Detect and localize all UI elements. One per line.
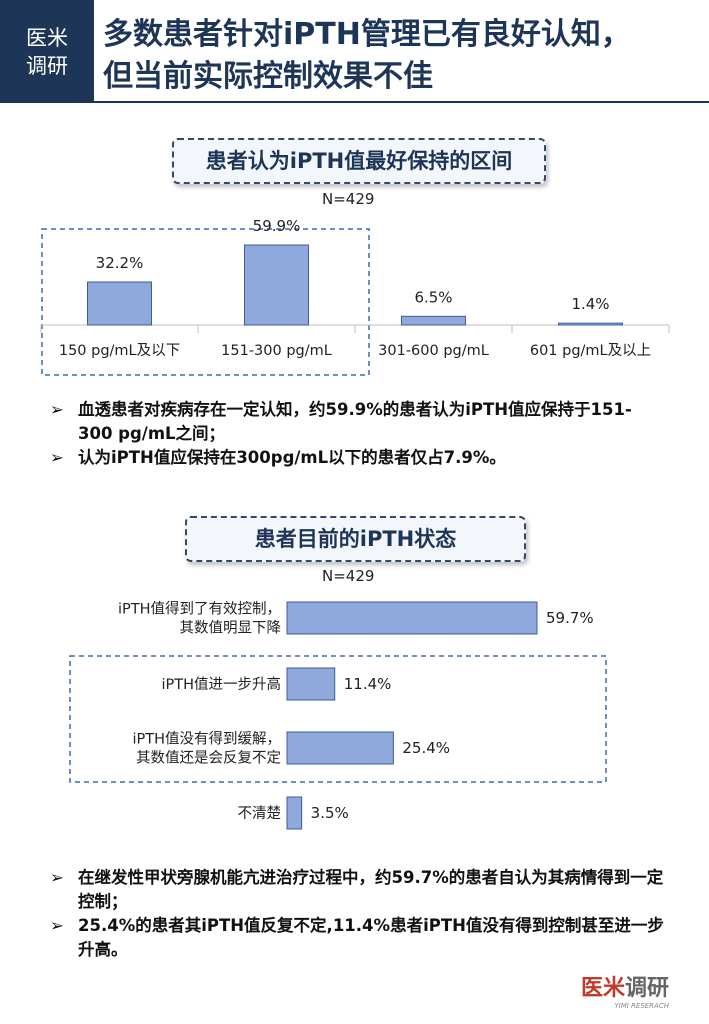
bullet-item: ➢ 认为iPTH值应保持在300pg/mL以下的患者仅占7.9%。	[50, 446, 660, 470]
category-label: 不清楚	[238, 805, 282, 822]
bar	[286, 601, 538, 635]
bar	[286, 796, 303, 830]
bullets-section2: ➢ 在继发性甲状旁腺机能亢进治疗过程中，约59.7%的患者自认为其病情得到一定控…	[50, 866, 670, 962]
bar	[87, 281, 152, 326]
highlight-box	[69, 655, 607, 783]
bullet-text: 在继发性甲状旁腺机能亢进治疗过程中，约59.7%的患者自认为其病情得到一定控制；	[78, 868, 664, 911]
page-title-line1: 多数患者针对iPTH管理已有良好认知，	[103, 17, 631, 52]
section1-heading: 患者认为iPTH值最好保持的区间	[172, 138, 546, 184]
bar	[401, 315, 466, 326]
data-label: 59.7%	[546, 609, 594, 627]
data-label: 1.4%	[571, 295, 609, 313]
bullet-item: ➢ 在继发性甲状旁腺机能亢进治疗过程中，约59.7%的患者自认为其病情得到一定控…	[50, 866, 670, 914]
bullets-section1: ➢ 血透患者对疾病存在一定认知，约59.9%的患者认为iPTH值应保持于151-…	[50, 398, 660, 470]
bullet-item: ➢ 血透患者对疾病存在一定认知，约59.9%的患者认为iPTH值应保持于151-…	[50, 398, 660, 446]
vertical-bar-chart: 32.2% 150 pg/mL及以下 59.9% 151-300 pg/mL 6.5% 3…	[40, 220, 670, 376]
section1-heading-text: 患者认为iPTH值最好保持的区间	[205, 149, 513, 173]
bar	[558, 322, 623, 326]
bullet-item: ➢ 25.4%的患者其iPTH值反复不定,11.4%患者iPTH值没有得到控制甚…	[50, 914, 670, 962]
bullet-arrow-icon: ➢	[50, 916, 64, 935]
category-label: 151-300 pg/mL	[221, 343, 332, 359]
category-label: 其数值明显下降	[180, 620, 282, 637]
category-label: iPTH值得到了有效控制，	[118, 601, 281, 618]
data-label: 11.4%	[344, 675, 392, 693]
category-label: 150 pg/mL及以下	[59, 343, 180, 359]
data-label: 6.5%	[414, 288, 452, 306]
footer-logo-gray: 调研	[624, 976, 669, 1001]
data-label: 3.5%	[311, 804, 349, 822]
page-title-line2: 但当前实际控制效果不佳	[103, 59, 433, 94]
category-label: 其数值还是会反复不定	[136, 749, 281, 767]
badge-line2: 调研	[26, 53, 68, 78]
footer-logo: 医米调研 YIMI RESERACH	[581, 970, 669, 1010]
footer-logo-sub: YIMI RESERACH	[614, 1002, 669, 1010]
section2-heading-text: 患者目前的iPTH状态	[254, 527, 457, 551]
bullet-arrow-icon: ➢	[50, 448, 64, 467]
bullet-text: 认为iPTH值应保持在300pg/mL以下的患者仅占7.9%。	[78, 448, 506, 467]
section2-n-label: N=429	[322, 567, 375, 585]
footer-logo-red: 医米	[580, 976, 625, 1001]
section2-heading: 患者目前的iPTH状态	[185, 516, 526, 562]
category-label: 301-600 pg/mL	[378, 343, 489, 359]
category-label: iPTH值没有得到缓解，	[132, 731, 281, 748]
section1-n-label: N=429	[322, 190, 375, 208]
category-label: 601 pg/mL及以上	[530, 342, 651, 359]
horizontal-bar-chart: 59.7% iPTH值得到了有效控制， 其数值明显下降 11.4% iPTH值进一步升高…	[69, 601, 607, 830]
bar	[286, 731, 394, 765]
highlight-box	[41, 228, 370, 376]
data-label: 59.9%	[253, 220, 301, 235]
data-label: 25.4%	[402, 739, 450, 757]
badge-line1: 医米	[26, 25, 68, 50]
bar	[286, 667, 336, 701]
bullet-text: 血透患者对疾病存在一定认知，约59.9%的患者认为iPTH值应保持于151-30…	[78, 400, 632, 443]
brand-badge: 医米 调研	[0, 0, 94, 103]
bar	[244, 244, 309, 326]
page-title: 多数患者针对iPTH管理已有良好认知， 但当前实际控制效果不佳	[103, 14, 703, 98]
bullet-text: 25.4%的患者其iPTH值反复不定,11.4%患者iPTH值没有得到控制甚至进…	[78, 916, 664, 959]
title-divider	[94, 101, 709, 103]
bullet-arrow-icon: ➢	[50, 400, 64, 419]
category-label: iPTH值进一步升高	[161, 676, 281, 693]
data-label: 32.2%	[96, 254, 144, 272]
bullet-arrow-icon: ➢	[50, 868, 64, 887]
